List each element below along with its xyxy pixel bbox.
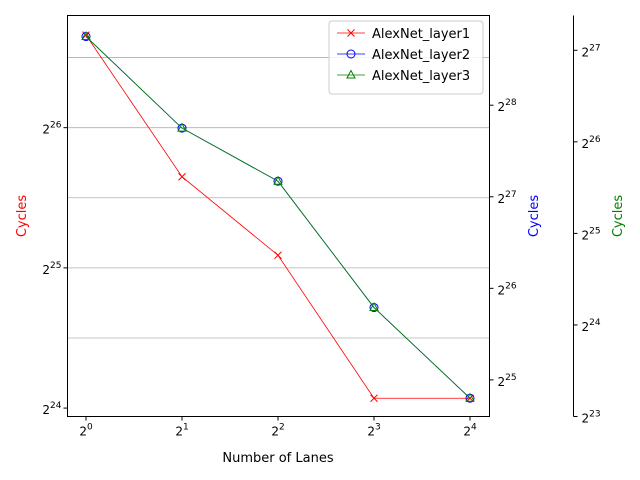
grid-lines [67,57,490,339]
series-layer [81,30,475,403]
marker-stroke [466,394,474,403]
legend-box [328,20,484,95]
data-point [177,122,187,132]
x-tick-label: 20 [79,423,93,439]
marker-stroke [274,251,282,260]
y-tick-label-right-1: 228 [498,98,517,114]
y-tick-label-right-2: 226 [582,135,601,151]
x-axis: 20 21 22 23 24 [79,416,477,439]
legend-item: AlexNet_layer1 [337,27,470,42]
marker-stroke [370,394,378,403]
legend-marker [346,49,356,59]
y-axis-label-left: Cycles [15,195,30,238]
y-axis-label-right-2: Cycles [611,195,626,238]
y-tick-label-right-1: 227 [498,190,517,206]
y-tick-label-right-1: 226 [498,281,517,297]
x-tick-label: 22 [271,423,284,439]
x-tick-label: 24 [463,423,477,439]
data-point [178,172,186,181]
x-tick-label: 23 [367,423,380,439]
series-line [85,36,471,399]
series-AlexNet_layer3 [81,30,475,402]
marker-stroke [347,29,355,37]
y-tick-label-right-2: 224 [582,318,601,334]
data-point [81,30,91,41]
marker-stroke [178,172,186,181]
y-tick-label-left: 225 [42,261,61,277]
legend-item: AlexNet_layer3 [337,69,470,84]
legend-marker [346,69,356,79]
data-point [370,394,378,403]
y-axis-label-right-1: Cycles [527,195,542,238]
legend-item: AlexNet_layer2 [337,48,470,63]
x-tick-label: 21 [175,423,188,439]
legend-label: AlexNet_layer2 [372,48,470,63]
legend: AlexNet_layer1 AlexNet_layer2 AlexNet_laye… [328,20,484,95]
y-tick-label-right-2: 223 [582,410,601,426]
y-tick-label-left: 226 [42,121,61,137]
y-tick-label-right-1: 225 [498,373,517,389]
y-tick-label-left: 224 [42,401,61,417]
y-tick-label-right-2: 225 [582,226,601,242]
legend-label: AlexNet_layer1 [372,27,470,42]
legend-label: AlexNet_layer3 [372,69,470,84]
legend-marker [347,29,355,37]
y-tick-label-right-2: 227 [582,43,601,59]
data-point [274,251,282,260]
data-point [465,392,475,402]
data-point [369,301,379,312]
data-point [273,175,283,185]
x-axis-label: Number of Lanes [222,451,333,466]
y-axes: 224 225 226 225 226 227 228 223 224 225 226 227 [42,15,601,426]
